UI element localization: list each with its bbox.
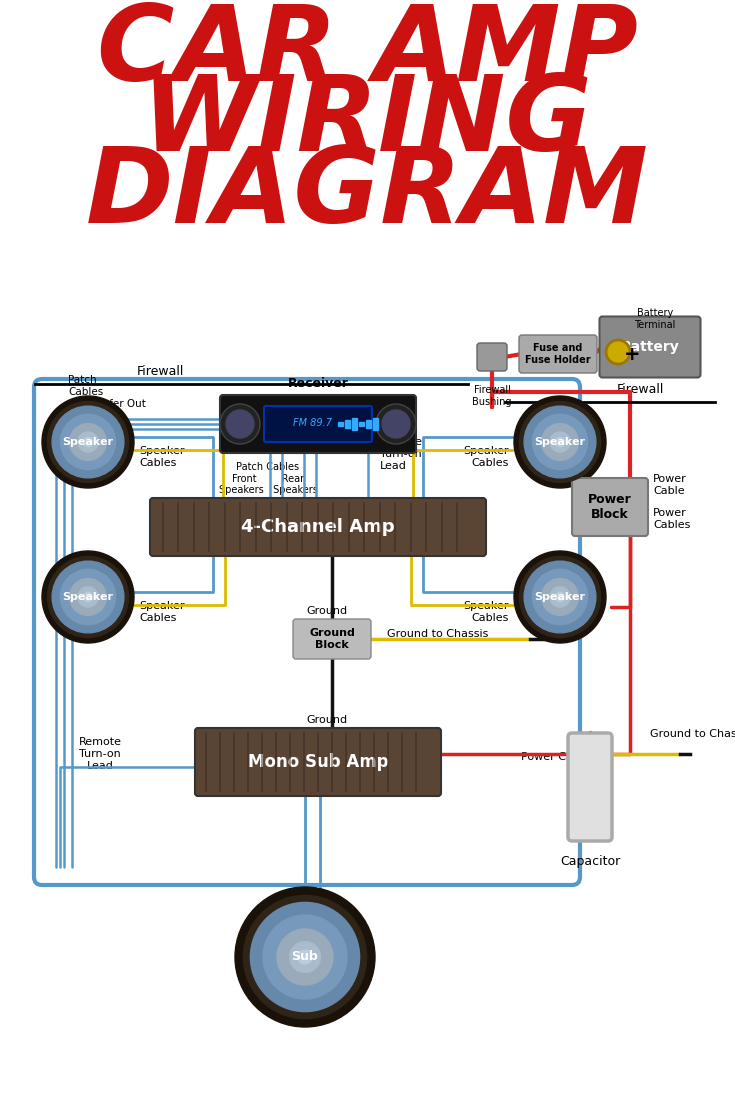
Circle shape bbox=[83, 437, 93, 446]
Text: Speaker: Speaker bbox=[62, 437, 113, 447]
FancyBboxPatch shape bbox=[519, 335, 597, 372]
Text: Power Cable: Power Cable bbox=[520, 752, 589, 761]
Circle shape bbox=[70, 423, 107, 461]
Circle shape bbox=[290, 941, 320, 972]
Circle shape bbox=[226, 410, 254, 437]
Text: Ground to Chassis: Ground to Chassis bbox=[650, 730, 735, 739]
FancyBboxPatch shape bbox=[600, 316, 700, 378]
FancyBboxPatch shape bbox=[220, 395, 416, 453]
Text: 4-Channel Amp: 4-Channel Amp bbox=[241, 518, 395, 536]
Bar bbox=[359, 422, 364, 426]
Circle shape bbox=[263, 915, 347, 1000]
Circle shape bbox=[550, 432, 570, 452]
Circle shape bbox=[532, 414, 587, 469]
Text: Capacitor: Capacitor bbox=[560, 855, 620, 868]
Bar bbox=[352, 418, 357, 430]
Text: Speaker
Cables: Speaker Cables bbox=[139, 446, 184, 468]
Circle shape bbox=[277, 929, 333, 985]
Text: Remote
Turn-on
Lead: Remote Turn-on Lead bbox=[380, 437, 423, 471]
Circle shape bbox=[514, 396, 606, 488]
FancyBboxPatch shape bbox=[568, 733, 612, 841]
Circle shape bbox=[52, 407, 124, 478]
FancyBboxPatch shape bbox=[477, 343, 507, 371]
Circle shape bbox=[542, 579, 578, 615]
Bar bbox=[345, 420, 350, 428]
Circle shape bbox=[83, 593, 93, 602]
Bar bbox=[338, 422, 343, 426]
Circle shape bbox=[550, 587, 570, 607]
Text: WIRING: WIRING bbox=[142, 71, 593, 173]
Text: Power
Cable: Power Cable bbox=[653, 474, 686, 496]
FancyBboxPatch shape bbox=[572, 478, 648, 536]
Text: Remote
Turn-on
Lead: Remote Turn-on Lead bbox=[79, 737, 121, 770]
Circle shape bbox=[382, 410, 410, 437]
Bar bbox=[366, 420, 371, 428]
Circle shape bbox=[524, 561, 596, 633]
Circle shape bbox=[42, 396, 134, 488]
Text: Patch Cables
Front        Rear
Speakers   Speakers: Patch Cables Front Rear Speakers Speaker… bbox=[218, 462, 318, 495]
Circle shape bbox=[243, 896, 367, 1018]
Text: Firewall: Firewall bbox=[617, 383, 664, 396]
Text: Speaker
Cables: Speaker Cables bbox=[464, 602, 509, 623]
Circle shape bbox=[70, 579, 107, 615]
Circle shape bbox=[52, 561, 124, 633]
Circle shape bbox=[298, 950, 312, 964]
Circle shape bbox=[48, 401, 129, 483]
Circle shape bbox=[520, 401, 600, 483]
Text: Ground: Ground bbox=[306, 715, 348, 725]
Circle shape bbox=[376, 404, 416, 444]
Circle shape bbox=[514, 551, 606, 642]
Circle shape bbox=[220, 404, 260, 444]
FancyBboxPatch shape bbox=[150, 498, 486, 557]
Circle shape bbox=[542, 423, 578, 461]
Text: Sub: Sub bbox=[292, 951, 318, 963]
Circle shape bbox=[48, 557, 129, 637]
Circle shape bbox=[235, 887, 375, 1027]
Text: +: + bbox=[624, 346, 640, 365]
Circle shape bbox=[556, 437, 564, 446]
Circle shape bbox=[60, 414, 115, 469]
Text: Battery: Battery bbox=[620, 341, 679, 354]
Text: Ground
Block: Ground Block bbox=[309, 628, 355, 650]
Text: Speaker: Speaker bbox=[534, 592, 586, 602]
FancyBboxPatch shape bbox=[293, 619, 371, 659]
Text: DIAGRAM: DIAGRAM bbox=[86, 143, 649, 245]
Circle shape bbox=[78, 587, 98, 607]
Text: Power
Cables: Power Cables bbox=[653, 508, 690, 530]
Text: Speaker
Cables: Speaker Cables bbox=[464, 446, 509, 468]
Circle shape bbox=[556, 593, 564, 602]
Circle shape bbox=[520, 557, 600, 637]
Circle shape bbox=[78, 432, 98, 452]
Text: Patch
Cables
Subwoofer Out: Patch Cables Subwoofer Out bbox=[68, 376, 146, 409]
Text: Mono Sub Amp: Mono Sub Amp bbox=[248, 753, 388, 771]
Circle shape bbox=[532, 570, 587, 625]
Text: Firewall
Bushing: Firewall Bushing bbox=[473, 385, 512, 407]
Text: Speaker: Speaker bbox=[534, 437, 586, 447]
Text: Speaker: Speaker bbox=[62, 592, 113, 602]
Circle shape bbox=[524, 407, 596, 478]
Circle shape bbox=[60, 570, 115, 625]
Text: Speaker
Cables: Speaker Cables bbox=[139, 602, 184, 623]
FancyBboxPatch shape bbox=[195, 728, 441, 796]
Circle shape bbox=[42, 551, 134, 642]
Text: Ground: Ground bbox=[306, 606, 348, 616]
FancyBboxPatch shape bbox=[264, 406, 372, 442]
Bar bbox=[373, 418, 378, 430]
Circle shape bbox=[606, 341, 630, 364]
Circle shape bbox=[251, 903, 359, 1012]
Text: FM 89.7: FM 89.7 bbox=[293, 418, 332, 428]
Text: Firewall: Firewall bbox=[136, 365, 184, 378]
Text: CAR AMP: CAR AMP bbox=[97, 1, 638, 102]
Text: Fuse and
Fuse Holder: Fuse and Fuse Holder bbox=[526, 343, 591, 365]
Text: Battery
Terminal: Battery Terminal bbox=[634, 309, 675, 329]
Text: Receiver: Receiver bbox=[287, 377, 348, 390]
Text: Power
Block: Power Block bbox=[588, 493, 632, 521]
Text: Ground to Chassis: Ground to Chassis bbox=[387, 629, 489, 639]
